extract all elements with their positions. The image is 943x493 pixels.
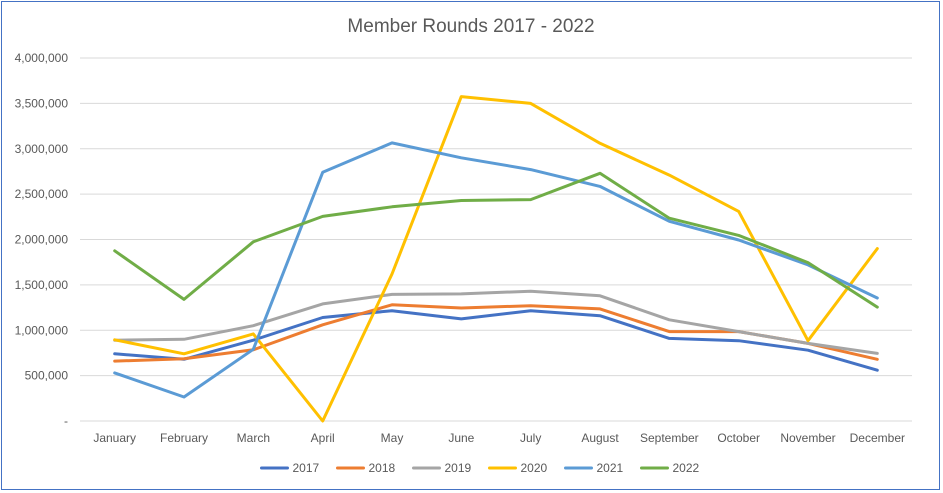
y-tick-label: 1,500,000: [15, 278, 69, 292]
x-tick-label: April: [311, 431, 335, 445]
x-axis-ticks: January February March April May June July Augu…: [93, 431, 905, 445]
legend-label: 2020: [521, 461, 548, 475]
y-tick-label: 3,500,000: [15, 96, 69, 110]
legend-item-2022: 2022: [640, 461, 700, 475]
x-tick-label: December: [850, 431, 905, 445]
y-tick-label: 1,000,000: [15, 323, 69, 337]
legend-label: 2021: [597, 461, 624, 475]
legend: 2017 2018 2019 2020 2021 2022: [260, 461, 700, 475]
x-tick-label: May: [381, 431, 404, 445]
chart-title: Member Rounds 2017 - 2022: [347, 16, 594, 37]
y-tick-label: 2,500,000: [15, 187, 69, 201]
legend-label: 2018: [369, 461, 396, 475]
legend-label: 2022: [673, 461, 700, 475]
x-tick-label: September: [640, 431, 699, 445]
legend-label: 2019: [445, 461, 472, 475]
legend-item-2021: 2021: [564, 461, 624, 475]
y-tick-label: 4,000,000: [15, 51, 69, 65]
series-line-2017: [113, 309, 879, 372]
y-tick-label: -: [64, 414, 68, 428]
legend-item-2019: 2019: [412, 461, 472, 475]
x-tick-label: August: [581, 431, 619, 445]
y-tick-label: 2,000,000: [15, 233, 69, 247]
x-tick-label: March: [237, 431, 270, 445]
series-lines: [113, 95, 879, 423]
y-tick-label: 3,000,000: [15, 142, 69, 156]
x-tick-label: July: [520, 431, 541, 445]
x-tick-label: January: [93, 431, 136, 445]
series-line-2022: [113, 171, 879, 309]
series-line-2019: [113, 289, 879, 355]
series-line-2020: [113, 95, 879, 423]
series-line-2018: [113, 303, 879, 363]
y-tick-label: 500,000: [25, 369, 69, 383]
legend-label: 2017: [293, 461, 320, 475]
x-tick-label: June: [448, 431, 474, 445]
x-tick-label: October: [717, 431, 760, 445]
gridlines: [80, 57, 912, 422]
x-tick-label: February: [160, 431, 208, 445]
series-line-2021: [113, 141, 879, 399]
y-axis-ticks: - 500,000 1,000,000 1,500,000 2,000,000 2,500…: [15, 51, 69, 428]
x-tick-label: November: [780, 431, 835, 445]
legend-item-2020: 2020: [488, 461, 548, 475]
legend-item-2017: 2017: [260, 461, 320, 475]
legend-item-2018: 2018: [336, 461, 396, 475]
